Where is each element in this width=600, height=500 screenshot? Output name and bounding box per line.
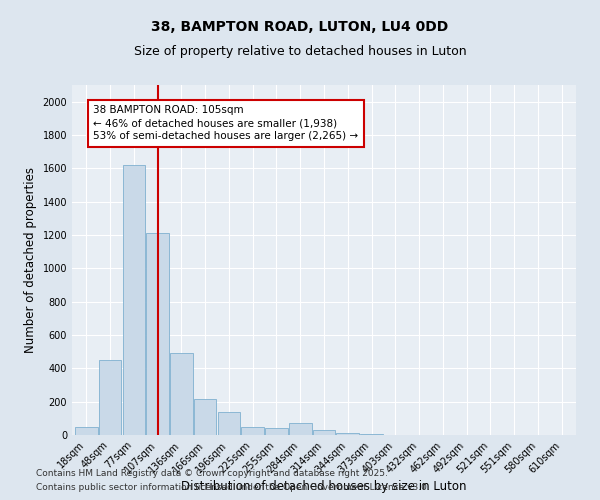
Bar <box>99 360 121 435</box>
Bar <box>75 426 98 435</box>
Bar <box>218 412 240 435</box>
Text: Contains public sector information licensed under the Open Government Licence v3: Contains public sector information licen… <box>36 484 430 492</box>
Text: 38 BAMPTON ROAD: 105sqm
← 46% of detached houses are smaller (1,938)
53% of semi: 38 BAMPTON ROAD: 105sqm ← 46% of detache… <box>94 105 359 142</box>
X-axis label: Distribution of detached houses by size in Luton: Distribution of detached houses by size … <box>181 480 467 494</box>
Bar <box>265 428 288 435</box>
Bar <box>337 433 359 435</box>
Bar <box>170 354 193 435</box>
Text: Contains HM Land Registry data © Crown copyright and database right 2025.: Contains HM Land Registry data © Crown c… <box>36 468 388 477</box>
Bar <box>313 430 335 435</box>
Y-axis label: Number of detached properties: Number of detached properties <box>24 167 37 353</box>
Bar <box>194 399 217 435</box>
Text: 38, BAMPTON ROAD, LUTON, LU4 0DD: 38, BAMPTON ROAD, LUTON, LU4 0DD <box>151 20 449 34</box>
Text: Size of property relative to detached houses in Luton: Size of property relative to detached ho… <box>134 45 466 58</box>
Bar <box>289 424 311 435</box>
Bar <box>241 426 264 435</box>
Bar <box>360 434 383 435</box>
Bar <box>122 165 145 435</box>
Bar <box>146 234 169 435</box>
